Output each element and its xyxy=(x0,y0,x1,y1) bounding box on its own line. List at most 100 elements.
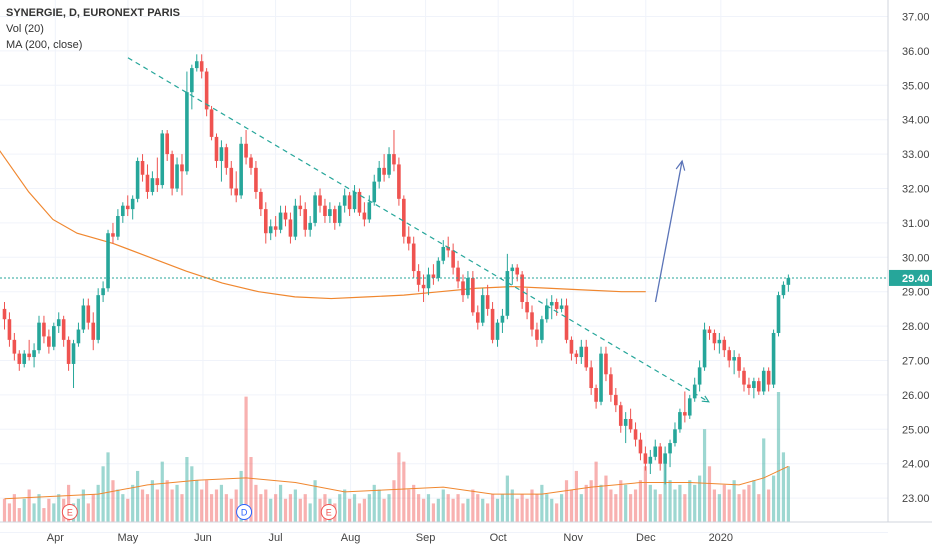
volume-bar xyxy=(658,494,662,522)
candle-body xyxy=(717,339,722,344)
volume-bar xyxy=(742,489,746,522)
volume-bar xyxy=(42,508,46,522)
volume-bar xyxy=(200,489,204,522)
candle-body xyxy=(17,353,22,364)
volume-bar xyxy=(722,484,726,522)
price-axis[interactable]: 23.00 24.00 25.00 26.00 27.00 28.00 29.00 30.00… xyxy=(887,0,932,522)
candle-body xyxy=(190,68,194,93)
volume-bar xyxy=(96,484,100,522)
candle-body xyxy=(367,202,372,220)
volume-bar xyxy=(145,494,150,522)
candle-body xyxy=(239,143,243,196)
candle-body xyxy=(234,188,239,196)
candle-body xyxy=(609,374,613,395)
candle-body xyxy=(268,226,273,234)
volume-bar xyxy=(387,494,391,522)
candle xyxy=(106,229,110,292)
candle xyxy=(160,130,165,189)
volume-bar xyxy=(752,480,756,522)
candle xyxy=(66,336,71,371)
candle xyxy=(342,188,347,213)
volume-bar xyxy=(180,494,184,522)
price-tick-label: 26.00 xyxy=(902,390,930,402)
symbol-title[interactable]: SYNERGIE, D, EURONEXT PARIS xyxy=(6,7,180,19)
volume-bar xyxy=(412,484,416,522)
candle xyxy=(204,68,209,117)
candle-body xyxy=(564,305,569,340)
candle-body xyxy=(683,412,687,416)
last-price-tag-label: 29.40 xyxy=(902,273,930,285)
candle xyxy=(692,377,697,402)
volume-bar xyxy=(318,498,322,522)
volume-bar xyxy=(214,489,219,522)
candle xyxy=(22,350,27,368)
candle-body xyxy=(42,322,46,337)
volume-bar xyxy=(668,480,672,522)
candle-body xyxy=(273,226,278,230)
candle-body xyxy=(781,284,786,296)
ma-indicator-label[interactable]: MA (200, close) xyxy=(6,39,83,51)
candle-body xyxy=(510,267,515,272)
candle-body xyxy=(752,381,756,389)
candle-body xyxy=(7,319,12,340)
volume-bar xyxy=(776,392,781,522)
candle-body xyxy=(204,71,209,110)
candle-body xyxy=(397,164,401,199)
candle-body xyxy=(756,381,761,392)
candle-body xyxy=(71,343,76,364)
volume-bar xyxy=(574,470,578,522)
candle-body xyxy=(155,178,160,186)
volume-bar xyxy=(609,489,613,522)
candle xyxy=(451,243,455,275)
candle xyxy=(540,315,544,344)
candle-body xyxy=(697,367,702,385)
candle-body xyxy=(259,191,263,210)
volume-bar xyxy=(683,494,687,522)
candle-body xyxy=(421,284,426,289)
candle-body xyxy=(480,295,485,323)
volume-bar xyxy=(7,503,12,522)
candle xyxy=(32,343,36,368)
candle xyxy=(130,195,135,220)
volume-bar xyxy=(431,503,436,522)
candle xyxy=(456,260,460,289)
time-axis[interactable]: Apr May Jun Jul Aug Sep Oct Nov Dec 2020 xyxy=(0,521,932,544)
volume-bar xyxy=(762,438,766,522)
volume-bar xyxy=(579,494,583,522)
candle xyxy=(604,346,608,382)
candle-body xyxy=(352,191,357,210)
volume-bar xyxy=(515,498,519,522)
candle-body xyxy=(323,205,327,217)
candle-body xyxy=(515,267,520,275)
candle xyxy=(495,319,500,347)
volume-indicator-label[interactable]: Vol (20) xyxy=(6,23,44,35)
candle-body xyxy=(229,167,234,189)
candle-body xyxy=(722,339,727,351)
candle-body xyxy=(466,277,470,296)
candle-body xyxy=(313,195,317,223)
volume-bar xyxy=(106,452,110,522)
candle xyxy=(678,408,682,433)
volume-bar xyxy=(229,498,233,522)
candle-body xyxy=(599,353,603,402)
candle-body xyxy=(199,61,204,72)
candle xyxy=(259,188,263,217)
volume-bar xyxy=(47,498,51,522)
volume-bar xyxy=(535,494,539,522)
chart-legend: SYNERGIE, D, EURONEXT PARIS Vol (20) MA … xyxy=(6,5,180,53)
event-marker: D xyxy=(236,504,253,520)
candle xyxy=(209,105,214,141)
candle-body xyxy=(786,277,791,285)
volume-bar xyxy=(633,489,638,522)
candle xyxy=(752,377,756,399)
candle xyxy=(747,377,751,395)
candle-body xyxy=(387,154,391,175)
candle-body xyxy=(771,332,776,385)
candle-body xyxy=(761,370,766,392)
candle xyxy=(475,305,480,330)
candle-body xyxy=(32,350,36,358)
volume-ma-line xyxy=(4,465,789,500)
time-tick-label: Sep xyxy=(416,532,436,544)
